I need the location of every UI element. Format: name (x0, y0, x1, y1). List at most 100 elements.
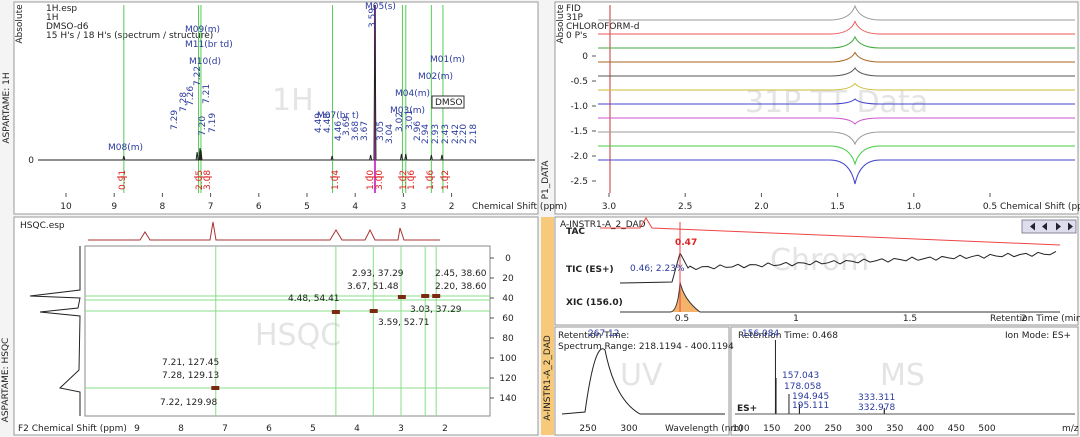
peak-label: 7.21 (202, 84, 212, 104)
peak-label: 2.42 (451, 124, 461, 144)
y-tick-label: -2.5 (570, 177, 588, 187)
peak-label: 2.20 (459, 124, 469, 144)
peak-label: 7.26 (186, 86, 196, 106)
info: CHLOROFORM-d (566, 22, 639, 32)
rt-label: Retention Time: (558, 331, 629, 341)
x-tick-label: 2 (449, 202, 455, 212)
tac-trace (600, 217, 1061, 246)
p31-trace (598, 35, 1075, 49)
x-tick-label: 4 (354, 424, 360, 434)
cross-peak-label: 7.21, 127.45 (162, 358, 219, 368)
x-tick-label: 3 (398, 424, 404, 434)
spectrum (38, 4, 535, 161)
side-label: ASPARTAME: 1H (2, 72, 12, 143)
x-tick-label: 500 (978, 424, 995, 434)
watermark: 31P TT Data (745, 85, 928, 120)
p31-trace (598, 98, 1075, 105)
info: 0 P's (566, 31, 587, 41)
peak-label: 7.22 (193, 66, 203, 86)
p31-trace (598, 131, 1075, 146)
cross-peak-label: 7.28, 129.13 (162, 371, 219, 381)
trace-label: TIC (ES+) (566, 265, 614, 275)
p31-trace (598, 82, 1075, 91)
cross-peak (369, 309, 378, 313)
f1-projection (29, 246, 81, 416)
solvent-label: DMSO (435, 98, 463, 108)
cross-peak-label: 2.45, 38.60 (435, 269, 487, 279)
side-label: P1_DATA (541, 160, 551, 200)
x-axis-title: Wavelength (nm) (665, 424, 743, 434)
multiplet-label: M01(m) (430, 55, 465, 65)
p31-trace (598, 67, 1075, 77)
trace-label: XIC (156.0) (566, 298, 623, 308)
x-tick-label: 5 (304, 202, 310, 212)
x-tick-label: 1.5 (903, 314, 917, 324)
peak-label: 4.48 (323, 113, 333, 133)
cross-peak-label: 7.22, 129.98 (160, 398, 218, 408)
integral-label: 3.08 (203, 170, 213, 190)
integral-label: 1.06 (426, 170, 436, 190)
f2-projection (88, 221, 440, 241)
side-label: A-INSTR1-A_2_DAD (543, 335, 553, 421)
peak-label: 2.94 (421, 124, 431, 144)
cross-peak (397, 295, 406, 299)
x-tick-label: 250 (579, 424, 596, 434)
peak-label: 2.96 (413, 121, 423, 141)
x-tick-label: 200 (794, 424, 811, 434)
watermark: HSQC (255, 318, 341, 353)
title: A-INSTR1-A_2_DAD (560, 220, 646, 230)
cross-peak-label: 3.67, 51.48 (347, 282, 399, 292)
x-axis-title: Retention Time (min) (990, 314, 1080, 324)
peak-label: 157.043 (782, 371, 819, 381)
rt-label: Retention Time: 0.468 (738, 331, 838, 341)
chrom-nav[interactable] (1021, 219, 1077, 234)
peak-label: 7.19 (208, 113, 218, 133)
multiplet-label: M08(m) (108, 143, 143, 153)
peak-label: 4.46 (334, 121, 344, 141)
tic-label: 0.46; 2.23% (630, 264, 685, 274)
x-tick-label: 5 (310, 424, 316, 434)
y-tick-label: 120 (499, 374, 516, 384)
y-tick-label: 80 (502, 334, 514, 344)
integral-label: 1.02 (399, 170, 409, 190)
peak-label: 194.945 (792, 392, 829, 402)
peak-label: 7.29 (170, 110, 180, 130)
x-tick-label: 400 (917, 424, 934, 434)
multiplet-label: M11(br td) (185, 40, 233, 50)
x-tick-label: 1.0 (907, 202, 922, 212)
y-tick-label: -0.5 (570, 77, 588, 87)
integral-label: 1.00 (366, 170, 376, 190)
integral-label: 1.02 (441, 170, 451, 190)
cross-peak-label: 3.59, 52.71 (378, 318, 430, 328)
info: DMSO-d6 (46, 22, 89, 32)
x-tick-label: 0.5 (675, 314, 689, 324)
x-tick-label: 150 (763, 424, 780, 434)
integral-label: 1.04 (331, 170, 341, 190)
watermark: 1H (272, 83, 314, 118)
nav-arrows[interactable] (1030, 222, 1073, 231)
cross-peak-label: 3.03, 37.29 (410, 305, 462, 315)
side-label: Absolute (15, 4, 25, 44)
multiplet-label: M02(m) (418, 72, 453, 82)
y-tick-label: 0 (28, 156, 34, 166)
peak-label: 3.02 (395, 112, 405, 132)
peak-label: 156.084 (742, 329, 779, 339)
info: 15 H's / 18 H's (spectrum / structure) (46, 31, 213, 41)
x-tick-label: 0.5 (983, 202, 997, 212)
y-tick-label: 100 (499, 354, 516, 364)
p31-trace (598, 145, 1075, 166)
y-tick-label: 0 (505, 254, 511, 264)
side-label: Absolute (556, 4, 566, 44)
x-tick-label: 8 (178, 424, 184, 434)
uv-panel (554, 326, 730, 436)
nav-bar[interactable] (1021, 219, 1077, 234)
x-tick-label: 10 (60, 202, 72, 212)
info: FID (566, 4, 581, 14)
y-tick-label: -1.0 (570, 102, 588, 112)
integral-label: 1.06 (407, 170, 417, 190)
peak-label: 3.68 (351, 121, 361, 141)
tic-trace (619, 250, 1057, 284)
peak-label: 7.28 (179, 92, 189, 112)
x-tick-label: 350 (886, 424, 903, 434)
x-tick-label: 1 (793, 314, 799, 324)
